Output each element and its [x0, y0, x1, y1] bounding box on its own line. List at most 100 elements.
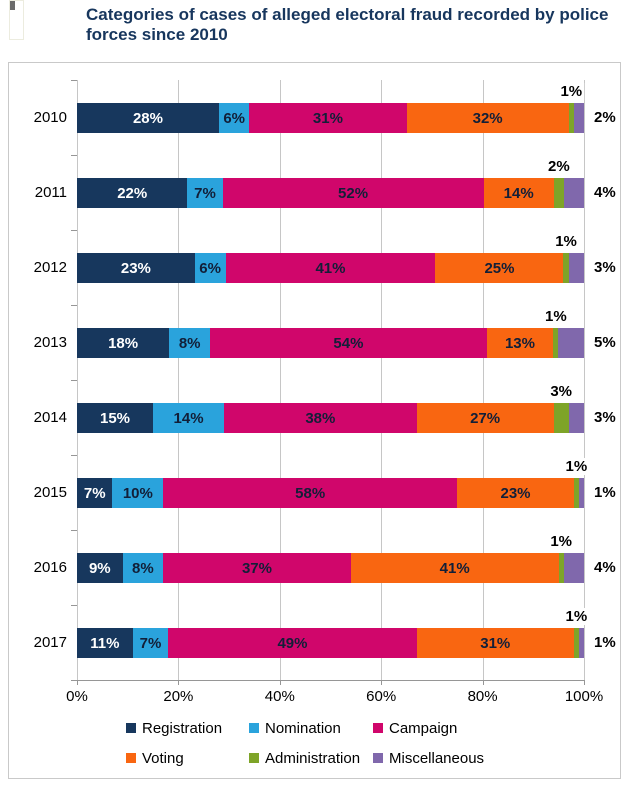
- bar-label-nomination: 8%: [178, 334, 201, 352]
- page-title: Categories of cases of alleged electoral…: [86, 5, 609, 45]
- category-label-2015: 2015: [33, 484, 67, 501]
- bar-label-voting: 14%: [503, 184, 534, 202]
- legend-swatch-nomination-icon: [249, 723, 259, 733]
- bar-label-nomination: 8%: [132, 559, 154, 577]
- category-label-2017: 2017: [33, 634, 67, 651]
- category-axis-tick: [71, 680, 77, 681]
- bar-segment-voting: 41%: [350, 553, 559, 583]
- bar-label-campaign: 37%: [241, 559, 272, 577]
- gridline: [584, 80, 585, 680]
- bar-row-2011: 22% 7% 52% 14%: [77, 178, 584, 208]
- bar-segment-registration: 11%: [77, 628, 133, 658]
- bar-segment-voting: 32%: [406, 103, 569, 133]
- bar-label-registration: 15%: [100, 409, 131, 427]
- bar-segment-campaign: 49%: [168, 628, 417, 658]
- bar-segment-registration: 22%: [77, 178, 188, 208]
- bar-segment-voting: 14%: [483, 178, 554, 208]
- bar-row-2012: 23% 6% 41% 25%: [77, 253, 584, 283]
- bar-segment-campaign: 37%: [163, 553, 351, 583]
- bar-label-registration: 18%: [108, 334, 139, 352]
- bar-label-miscellaneous: 3%: [594, 259, 616, 276]
- bar-segment-nomination: 6%: [194, 253, 226, 283]
- x-axis-tick: [77, 680, 78, 685]
- bar-segment-miscellaneous: [573, 103, 584, 133]
- x-axis-tick: [482, 680, 484, 685]
- bar-segment-nomination: 7%: [187, 178, 223, 208]
- bar-row-2017: 11% 7% 49% 31%: [77, 628, 584, 658]
- bar-segment-campaign: 58%: [163, 478, 458, 508]
- bar-row-2015: 7% 10% 58% 23%: [77, 478, 584, 508]
- category-label-2014: 2014: [33, 409, 67, 426]
- bar-label-administration: 3%: [548, 383, 575, 400]
- bar-row-2014: 15% 14% 38% 27%: [77, 403, 584, 433]
- legend-label-registration: Registration: [142, 719, 223, 737]
- gridline: [482, 80, 484, 680]
- bar-label-nomination: 6%: [199, 259, 221, 277]
- x-axis-tick: [381, 680, 383, 685]
- window-fragment-artifact: [9, 0, 24, 40]
- category-axis-tick: [71, 305, 77, 306]
- bar-segment-administration: [573, 628, 579, 658]
- bar-segment-campaign: 54%: [210, 328, 487, 358]
- bar-segment-administration: [558, 553, 564, 583]
- legend-item-miscellaneous: Miscellaneous: [373, 748, 484, 768]
- bar-label-campaign: 41%: [315, 259, 346, 277]
- bar-label-voting: 25%: [484, 259, 515, 277]
- bar-segment-miscellaneous: [568, 403, 584, 433]
- legend-item-nomination: Nomination: [249, 718, 341, 738]
- category-axis-tick: [71, 530, 77, 531]
- bar-label-miscellaneous: 4%: [594, 184, 616, 201]
- x-axis-tick-label: 20%: [163, 688, 194, 705]
- bar-label-administration: 1%: [563, 608, 590, 625]
- bar-segment-nomination: 6%: [218, 103, 250, 133]
- bar-segment-voting: 25%: [435, 253, 564, 283]
- bar-label-nomination: 10%: [122, 484, 153, 502]
- bar-segment-miscellaneous: [563, 553, 584, 583]
- legend-item-registration: Registration: [126, 718, 222, 738]
- bar-label-voting: 41%: [439, 559, 470, 577]
- bar-label-miscellaneous: 2%: [594, 109, 616, 126]
- bar-label-voting: 31%: [480, 634, 511, 652]
- category-label-2012: 2012: [33, 259, 67, 276]
- legend-item-campaign: Campaign: [373, 718, 457, 738]
- bar-label-registration: 28%: [132, 109, 163, 127]
- legend-swatch-campaign-icon: [373, 723, 383, 733]
- category-axis-tick: [71, 605, 77, 606]
- x-axis-line: [77, 680, 584, 681]
- bar-segment-campaign: 38%: [224, 403, 417, 433]
- bar-label-registration: 23%: [120, 259, 151, 277]
- gridline: [279, 80, 281, 680]
- legend-label-voting: Voting: [142, 749, 184, 767]
- bar-label-voting: 32%: [472, 109, 503, 127]
- bar-label-voting: 27%: [470, 409, 501, 427]
- bar-label-campaign: 31%: [312, 109, 343, 127]
- bar-row-2013: 18% 8% 54% 13%: [77, 328, 584, 358]
- bar-segment-voting: 31%: [416, 628, 574, 658]
- x-axis-tick-label: 60%: [366, 688, 397, 705]
- bar-label-registration: 9%: [88, 559, 111, 577]
- bar-segment-campaign: 31%: [249, 103, 407, 133]
- bar-row-2010: 28% 6% 31% 32%: [77, 103, 584, 133]
- bar-label-administration: 1%: [548, 533, 575, 550]
- bar-segment-nomination: 10%: [112, 478, 164, 508]
- bar-segment-nomination: 14%: [153, 403, 225, 433]
- category-label-2013: 2013: [33, 334, 67, 351]
- legend-label-administration: Administration: [265, 749, 361, 767]
- category-label-2010: 2010: [33, 109, 67, 126]
- gridline: [77, 80, 78, 680]
- bar-label-nomination: 6%: [223, 109, 245, 127]
- bar-segment-registration: 18%: [77, 328, 170, 358]
- bar-segment-voting: 23%: [457, 478, 574, 508]
- category-label-2011: 2011: [34, 184, 67, 201]
- bar-segment-administration: [573, 478, 579, 508]
- window-fragment-notch: [10, 1, 15, 10]
- bar-segment-nomination: 7%: [132, 628, 169, 658]
- chart-frame: 0% 20% 40% 60% 80% 100% 2010 28% 6% 31% 32% 1% 2% 201…: [8, 62, 621, 779]
- bar-label-administration: 1%: [542, 308, 569, 325]
- x-axis-tick-label: 100%: [564, 688, 604, 705]
- bar-segment-miscellaneous: [558, 328, 584, 358]
- bar-label-campaign: 49%: [277, 634, 308, 652]
- bar-label-nomination: 7%: [139, 634, 162, 652]
- bar-segment-miscellaneous: [568, 253, 584, 283]
- bar-segment-campaign: 41%: [225, 253, 436, 283]
